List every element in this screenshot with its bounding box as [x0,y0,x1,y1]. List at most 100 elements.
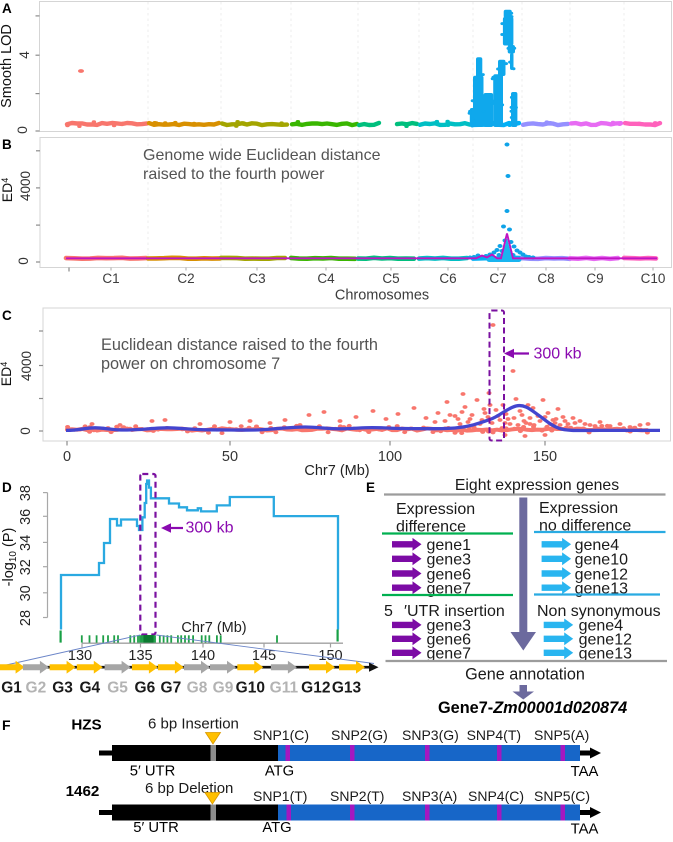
svg-text:power on chromosome 7: power on chromosome 7 [101,355,280,373]
svg-text:gene7: gene7 [427,581,472,598]
svg-text:28: 28 [18,610,34,626]
svg-text:gene3: gene3 [427,618,472,635]
svg-text:C10: C10 [641,271,666,286]
svg-text:B: B [2,137,12,152]
svg-text:300 kb: 300 kb [186,520,234,537]
svg-text:38: 38 [18,485,34,501]
svg-text:140: 140 [191,648,215,664]
svg-text:C8: C8 [537,271,554,286]
svg-text:G8: G8 [187,680,208,697]
svg-text:5: 5 [384,603,393,620]
svg-text:SNP5(C): SNP5(C) [534,788,590,804]
svg-text:′UTR insertion: ′UTR insertion [404,603,505,620]
svg-text:Eight expression genes: Eight expression genes [455,477,619,494]
svg-text:Genome wide Euclidean distance: Genome wide Euclidean distance [143,147,381,164]
svg-text:0: 0 [16,257,31,265]
svg-text:SNP1(C): SNP1(C) [253,727,309,743]
svg-text:Non synonymous: Non synonymous [537,603,661,620]
svg-text:135: 135 [128,648,152,664]
svg-text:30: 30 [18,585,34,601]
svg-text:gene13: gene13 [575,581,628,598]
svg-text:D: D [2,480,12,495]
svg-text:G1: G1 [1,680,22,697]
svg-text:gene1: gene1 [427,537,472,554]
svg-text:SNP5(A): SNP5(A) [534,727,589,743]
svg-text:130: 130 [68,648,92,664]
svg-text:5′ UTR: 5′ UTR [133,820,179,836]
svg-text:Euclidean distance raised to t: Euclidean distance raised to the fourth [101,336,378,354]
svg-text:-log10 (P): -log10 (P) [1,528,19,587]
svg-text:SNP2(G): SNP2(G) [331,727,388,743]
svg-text:G13: G13 [332,680,362,697]
svg-text:150: 150 [318,648,342,664]
svg-text:E: E [366,480,375,495]
svg-text:C: C [2,308,12,323]
svg-text:SNP2(T): SNP2(T) [330,788,384,804]
svg-text:5′ UTR: 5′ UTR [130,764,176,780]
svg-text:Chr7 (Mb): Chr7 (Mb) [181,620,246,636]
svg-text:HZS: HZS [71,717,101,734]
svg-text:gene10: gene10 [575,552,628,569]
svg-text:0: 0 [18,427,33,435]
svg-text:no difference: no difference [539,518,631,535]
svg-text:TAA: TAA [571,764,599,780]
svg-text:TAA: TAA [571,822,599,838]
svg-text:G10: G10 [236,680,265,697]
svg-text:100: 100 [378,449,402,465]
svg-text:C3: C3 [248,271,265,286]
svg-text:G2: G2 [26,680,47,697]
svg-text:A: A [2,1,12,16]
svg-text:145: 145 [252,648,276,664]
svg-text:gene12: gene12 [579,632,632,649]
svg-text:gene3: gene3 [427,552,472,569]
svg-text:4: 4 [16,51,32,59]
svg-text:gene7: gene7 [427,646,472,663]
svg-text:C5: C5 [382,271,399,286]
svg-text:gene6: gene6 [427,632,472,649]
svg-text:0: 0 [63,449,71,465]
svg-text:Gene annotation: Gene annotation [465,666,585,684]
svg-text:150: 150 [533,449,557,465]
svg-text:difference: difference [396,519,466,536]
svg-text:ED4: ED4 [0,362,14,386]
svg-text:C9: C9 [586,271,603,286]
svg-text:50: 50 [222,449,238,465]
svg-text:ED4: ED4 [0,178,15,202]
svg-text:gene6: gene6 [427,566,472,583]
svg-text:gene4: gene4 [575,537,620,554]
svg-text:SNP3(A): SNP3(A) [402,788,457,804]
svg-text:raised to the fourth power: raised to the fourth power [143,166,325,183]
svg-text:gene4: gene4 [579,618,624,635]
svg-text:C6: C6 [439,271,456,286]
svg-text:G4: G4 [79,680,100,697]
svg-text:gene13: gene13 [579,646,632,663]
svg-text:C2: C2 [177,271,194,286]
svg-text:6 bp Insertion: 6 bp Insertion [148,716,239,733]
svg-text:34: 34 [18,535,34,551]
svg-text:32: 32 [18,559,34,575]
svg-text:0: 0 [14,126,30,134]
svg-text:1462: 1462 [66,783,100,800]
svg-text:G9: G9 [213,680,234,697]
svg-text:36: 36 [18,509,34,525]
svg-text:C4: C4 [317,271,335,286]
svg-text:Chromosomes: Chromosomes [335,288,429,304]
svg-text:G3: G3 [52,680,73,697]
svg-text:G11: G11 [270,680,299,697]
svg-text:G5: G5 [107,680,128,697]
svg-text:C7: C7 [489,271,506,286]
svg-text:G12: G12 [301,680,330,697]
svg-text:6 bp Deletion: 6 bp Deletion [145,780,233,797]
svg-text:Expression: Expression [539,500,618,517]
svg-text:4000: 4000 [18,171,33,201]
svg-text:G6: G6 [135,680,156,697]
svg-text:gene12: gene12 [575,566,628,583]
svg-text:SNP4(C): SNP4(C) [468,788,524,804]
svg-text:Gene7-Zm00001d020874: Gene7-Zm00001d020874 [438,699,627,717]
svg-text:300 kb: 300 kb [534,346,582,363]
svg-text:ATG: ATG [262,820,291,836]
svg-text:ATG: ATG [265,764,294,780]
svg-text:SNP4(T): SNP4(T) [467,727,521,743]
svg-text:Chr7 (Mb): Chr7 (Mb) [304,463,369,479]
svg-text:SNP3(G): SNP3(G) [402,727,459,743]
